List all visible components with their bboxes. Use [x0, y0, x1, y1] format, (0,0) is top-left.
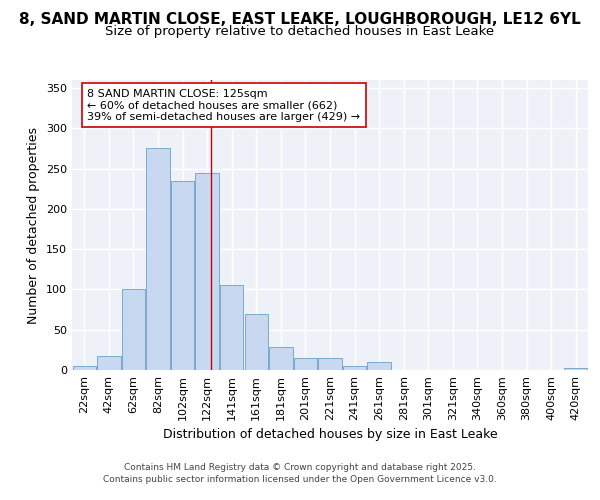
Bar [146, 148, 170, 370]
Bar [122, 290, 145, 370]
Y-axis label: Number of detached properties: Number of detached properties [28, 126, 40, 324]
Bar [564, 368, 587, 370]
Bar [220, 286, 244, 370]
Bar [343, 366, 366, 370]
Text: Contains public sector information licensed under the Open Government Licence v3: Contains public sector information licen… [103, 475, 497, 484]
Bar [294, 358, 317, 370]
Text: Size of property relative to detached houses in East Leake: Size of property relative to detached ho… [106, 25, 494, 38]
Bar [319, 358, 341, 370]
Bar [269, 348, 293, 370]
Bar [367, 362, 391, 370]
Text: Contains HM Land Registry data © Crown copyright and database right 2025.: Contains HM Land Registry data © Crown c… [124, 464, 476, 472]
Bar [97, 356, 121, 370]
Text: 8, SAND MARTIN CLOSE, EAST LEAKE, LOUGHBOROUGH, LE12 6YL: 8, SAND MARTIN CLOSE, EAST LEAKE, LOUGHB… [19, 12, 581, 28]
Bar [245, 314, 268, 370]
Bar [196, 172, 219, 370]
Bar [73, 366, 96, 370]
X-axis label: Distribution of detached houses by size in East Leake: Distribution of detached houses by size … [163, 428, 497, 441]
Text: 8 SAND MARTIN CLOSE: 125sqm
← 60% of detached houses are smaller (662)
39% of se: 8 SAND MARTIN CLOSE: 125sqm ← 60% of det… [88, 88, 361, 122]
Bar [171, 180, 194, 370]
